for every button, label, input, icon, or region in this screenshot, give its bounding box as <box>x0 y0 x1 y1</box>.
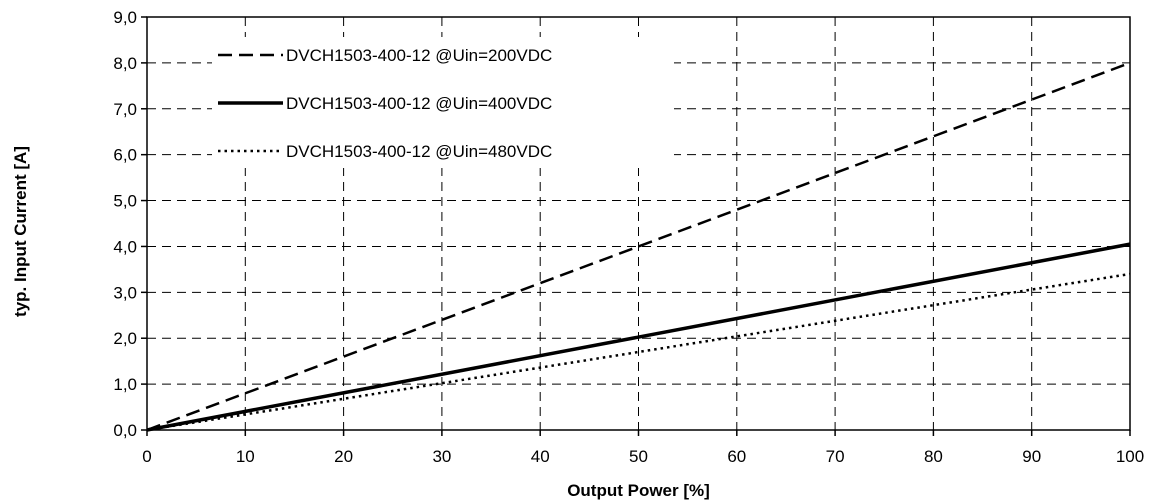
series-line-1 <box>146 61 1131 432</box>
y-tick-label: 5,0 <box>113 192 137 211</box>
y-axis-ticks: 0,0 1,0 2,0 3,0 4,0 5,0 6,0 7,0 8,0 9,0 <box>113 8 147 440</box>
legend: DVCH1503-400-12 @Uin=200VDC DVCH1503-400-… <box>218 46 552 161</box>
y-tick-label: 4,0 <box>113 237 137 256</box>
x-tick-label: 0 <box>142 447 151 466</box>
legend-label-2: DVCH1503-400-12 @Uin=400VDC <box>286 94 552 113</box>
x-tick-label: 50 <box>629 447 648 466</box>
legend-label-3: DVCH1503-400-12 @Uin=480VDC <box>286 142 552 161</box>
x-axis-title: Output Power [%] <box>567 481 710 500</box>
x-tick-label: 10 <box>236 447 255 466</box>
x-tick-label: 20 <box>334 447 353 466</box>
series-line-2 <box>146 242 1131 432</box>
y-tick-label: 6,0 <box>113 146 137 165</box>
series-lines <box>146 61 1131 432</box>
x-tick-label: 100 <box>1116 447 1144 466</box>
x-axis-ticks: 0 10 20 30 40 50 60 70 80 90 100 <box>142 430 1144 466</box>
legend-background <box>212 37 674 168</box>
y-axis-title: typ. Input Current [A] <box>11 146 30 317</box>
x-tick-label: 70 <box>826 447 845 466</box>
y-tick-label: 0,0 <box>113 421 137 440</box>
y-tick-label: 7,0 <box>113 100 137 119</box>
y-tick-label: 8,0 <box>113 54 137 73</box>
y-tick-label: 9,0 <box>113 8 137 27</box>
x-tick-label: 90 <box>1022 447 1041 466</box>
y-tick-label: 2,0 <box>113 329 137 348</box>
x-tick-label: 80 <box>924 447 943 466</box>
legend-label-1: DVCH1503-400-12 @Uin=200VDC <box>286 46 552 65</box>
x-tick-label: 40 <box>531 447 550 466</box>
x-tick-label: 30 <box>432 447 451 466</box>
y-tick-label: 1,0 <box>113 375 137 394</box>
x-tick-label: 60 <box>727 447 746 466</box>
y-tick-label: 3,0 <box>113 283 137 302</box>
